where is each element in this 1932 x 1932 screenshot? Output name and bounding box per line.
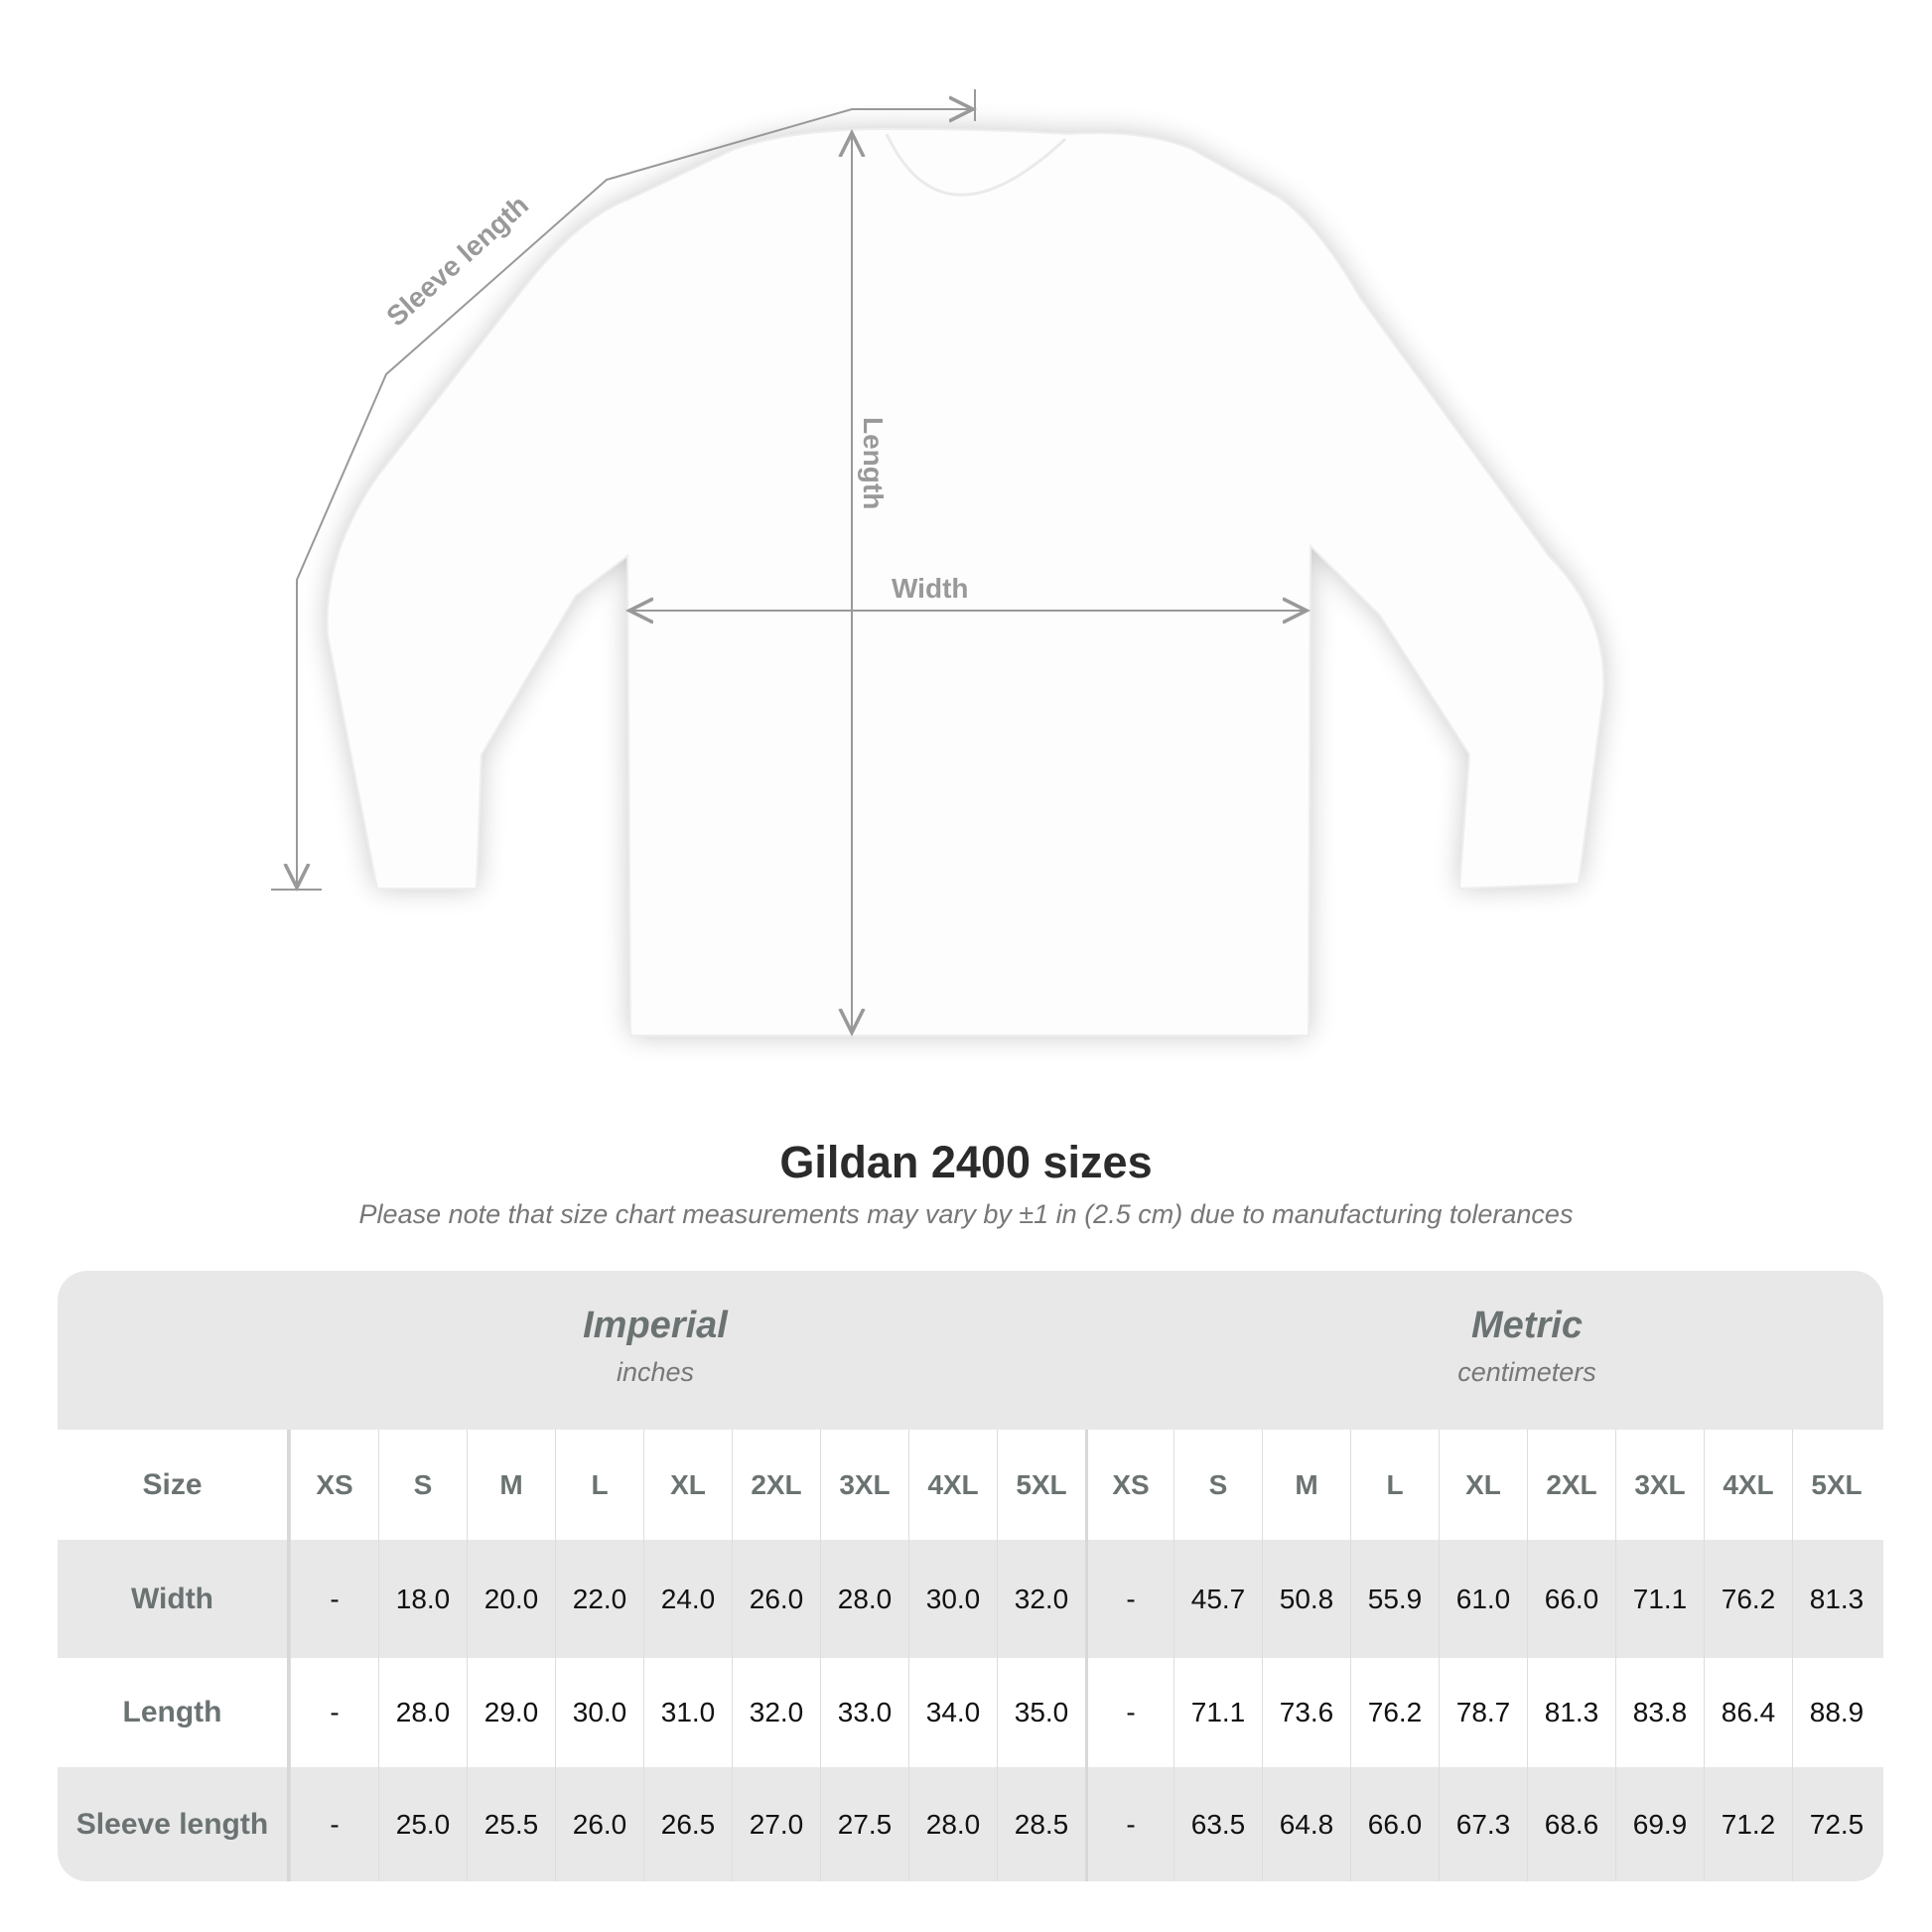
metric-value-cell: 86.4: [1704, 1658, 1792, 1767]
imperial-value-cell: 18.0: [378, 1540, 467, 1658]
tolerance-note: Please note that size chart measurements…: [358, 1199, 1574, 1229]
metric-value-cell: -: [1085, 1767, 1173, 1881]
imperial-title: Imperial: [583, 1305, 728, 1346]
metric-value-cell: 81.3: [1527, 1658, 1615, 1767]
imperial-size-header: 2XL: [732, 1430, 820, 1540]
imperial-value-cell: 31.0: [643, 1658, 732, 1767]
imperial-value-cell: 30.0: [555, 1658, 643, 1767]
metric-value-cell: 83.8: [1615, 1658, 1704, 1767]
imperial-size-header: XL: [643, 1430, 732, 1540]
table-row: Sleeve length -25.0 25.5 26.0 26.5 27.0 27.5 28…: [58, 1767, 1883, 1881]
imperial-value-cell: -: [290, 1658, 378, 1767]
imperial-value-cell: 28.0: [908, 1767, 997, 1881]
metric-unit: centimeters: [1457, 1357, 1596, 1387]
metric-size-header: 5XL: [1792, 1430, 1880, 1540]
metric-title: Metric: [1471, 1305, 1583, 1346]
imperial-value-cell: 28.0: [378, 1658, 467, 1767]
imperial-value-cell: 30.0: [908, 1540, 997, 1658]
metric-size-header: M: [1262, 1430, 1350, 1540]
imperial-value-cell: 27.0: [732, 1767, 820, 1881]
metric-header: Metric centimeters: [1229, 1305, 1825, 1388]
imperial-size-header: 3XL: [820, 1430, 908, 1540]
row-label: Sleeve length: [58, 1767, 290, 1881]
metric-size-header: 4XL: [1704, 1430, 1792, 1540]
metric-value-cell: -: [1085, 1540, 1173, 1658]
imperial-value-cell: 35.0: [997, 1658, 1085, 1767]
metric-value-cell: 76.2: [1704, 1540, 1792, 1658]
metric-size-header: S: [1173, 1430, 1262, 1540]
size-header-row: Size XS S M L XL 2XL 3XL 4XL 5XL XS S M L XL 2XL 3XL 4XL 5…: [58, 1430, 1883, 1540]
page-title: Gildan 2400 sizes: [779, 1137, 1153, 1187]
imperial-value-cell: 20.0: [467, 1540, 555, 1658]
imperial-size-header: XS: [290, 1430, 378, 1540]
metric-value-cell: 66.0: [1350, 1767, 1439, 1881]
row-label: Length: [58, 1658, 290, 1767]
metric-value-cell: 72.5: [1792, 1767, 1880, 1881]
metric-value-cell: 67.3: [1439, 1767, 1527, 1881]
imperial-unit: inches: [616, 1357, 695, 1387]
imperial-value-cell: 26.0: [732, 1540, 820, 1658]
unit-header: Imperial inches Metric centimeters: [58, 1271, 1883, 1430]
metric-value-cell: 71.1: [1615, 1540, 1704, 1658]
metric-size-header: XL: [1439, 1430, 1527, 1540]
width-label: Width: [892, 573, 969, 604]
metric-value-cell: 71.2: [1704, 1767, 1792, 1881]
row-label: Width: [58, 1540, 290, 1658]
imperial-value-cell: 29.0: [467, 1658, 555, 1767]
imperial-value-cell: 28.0: [820, 1540, 908, 1658]
metric-size-header: 3XL: [1615, 1430, 1704, 1540]
metric-value-cell: 66.0: [1527, 1540, 1615, 1658]
imperial-value-cell: 26.0: [555, 1767, 643, 1881]
imperial-value-cell: 25.0: [378, 1767, 467, 1881]
imperial-value-cell: 27.5: [820, 1767, 908, 1881]
imperial-value-cell: 25.5: [467, 1767, 555, 1881]
metric-size-header: 2XL: [1527, 1430, 1615, 1540]
metric-size-header: XS: [1085, 1430, 1173, 1540]
imperial-size-header: S: [378, 1430, 467, 1540]
imperial-size-header: 5XL: [997, 1430, 1085, 1540]
table-row: Width -18.0 20.0 22.0 24.0 26.0 28.0 30.0 32.0-4…: [58, 1540, 1883, 1658]
metric-value-cell: 61.0: [1439, 1540, 1527, 1658]
imperial-value-cell: 26.5: [643, 1767, 732, 1881]
imperial-value-cell: -: [290, 1767, 378, 1881]
imperial-value-cell: 34.0: [908, 1658, 997, 1767]
imperial-header: Imperial inches: [357, 1305, 953, 1388]
metric-value-cell: 69.9: [1615, 1767, 1704, 1881]
metric-value-cell: 50.8: [1262, 1540, 1350, 1658]
size-label: Size: [58, 1430, 290, 1540]
imperial-value-cell: 32.0: [997, 1540, 1085, 1658]
metric-value-cell: 71.1: [1173, 1658, 1262, 1767]
table-row: Length -28.0 29.0 30.0 31.0 32.0 33.0 34.0 35.0-…: [58, 1658, 1883, 1767]
length-label: Length: [858, 417, 889, 509]
imperial-size-header: L: [555, 1430, 643, 1540]
shirt-image: [326, 127, 1605, 1036]
imperial-value-cell: 22.0: [555, 1540, 643, 1658]
metric-value-cell: 78.7: [1439, 1658, 1527, 1767]
metric-value-cell: 76.2: [1350, 1658, 1439, 1767]
metric-value-cell: 55.9: [1350, 1540, 1439, 1658]
imperial-value-cell: -: [290, 1540, 378, 1658]
metric-value-cell: 63.5: [1173, 1767, 1262, 1881]
imperial-value-cell: 24.0: [643, 1540, 732, 1658]
imperial-size-header: 4XL: [908, 1430, 997, 1540]
metric-value-cell: 64.8: [1262, 1767, 1350, 1881]
imperial-value-cell: 28.5: [997, 1767, 1085, 1881]
metric-value-cell: -: [1085, 1658, 1173, 1767]
metric-value-cell: 68.6: [1527, 1767, 1615, 1881]
metric-value-cell: 73.6: [1262, 1658, 1350, 1767]
metric-value-cell: 45.7: [1173, 1540, 1262, 1658]
metric-value-cell: 81.3: [1792, 1540, 1880, 1658]
metric-size-header: L: [1350, 1430, 1439, 1540]
imperial-size-header: M: [467, 1430, 555, 1540]
shirt-diagram: Sleeve length Length Width: [271, 89, 1605, 1036]
metric-value-cell: 88.9: [1792, 1658, 1880, 1767]
imperial-value-cell: 32.0: [732, 1658, 820, 1767]
imperial-value-cell: 33.0: [820, 1658, 908, 1767]
size-table: Imperial inches Metric centimeters Size X…: [58, 1271, 1883, 1881]
